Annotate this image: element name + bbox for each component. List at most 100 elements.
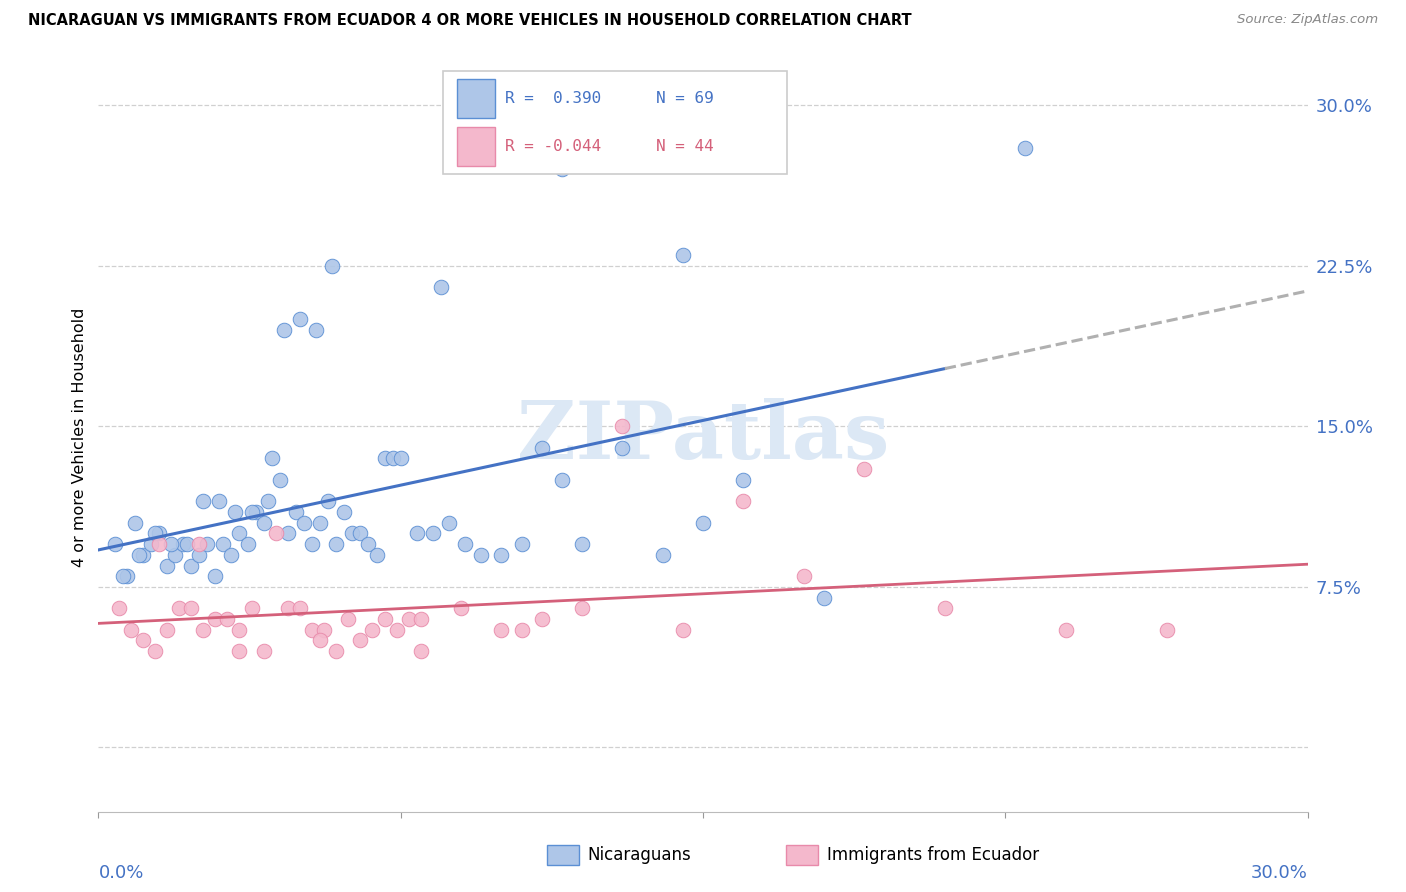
Point [288, 601, 311, 615]
Point [115, 569, 138, 583]
Point [204, 569, 226, 583]
FancyBboxPatch shape [443, 71, 787, 174]
Point [245, 505, 267, 519]
Point [212, 537, 235, 551]
Point [361, 623, 384, 637]
Point [107, 601, 129, 615]
Point [193, 623, 215, 637]
Point [172, 537, 194, 551]
Point [389, 451, 412, 466]
Point [143, 644, 166, 658]
Point [321, 259, 343, 273]
Point [385, 623, 408, 637]
Point [309, 633, 332, 648]
Point [510, 537, 533, 551]
Point [188, 548, 211, 562]
Point [217, 612, 239, 626]
Point [240, 601, 263, 615]
Point [160, 537, 183, 551]
Point [277, 526, 299, 541]
Point [228, 526, 250, 541]
Text: NICARAGUAN VS IMMIGRANTS FROM ECUADOR 4 OR MORE VEHICLES IN HOUSEHOLD CORRELATIO: NICARAGUAN VS IMMIGRANTS FROM ECUADOR 4 … [28, 13, 911, 29]
Point [551, 162, 574, 177]
Text: 0.0%: 0.0% [98, 864, 143, 882]
Point [651, 548, 673, 562]
Point [163, 548, 186, 562]
Point [120, 623, 142, 637]
Point [374, 451, 396, 466]
Text: 30.0%: 30.0% [1251, 864, 1308, 882]
Point [292, 516, 315, 530]
Point [132, 633, 155, 648]
Point [366, 548, 388, 562]
Point [793, 569, 815, 583]
Point [132, 548, 155, 562]
Point [612, 441, 634, 455]
Text: R = -0.044: R = -0.044 [505, 139, 602, 153]
Point [853, 462, 876, 476]
Point [733, 473, 755, 487]
Point [454, 537, 477, 551]
Point [316, 494, 339, 508]
Point [530, 612, 553, 626]
Point [139, 537, 162, 551]
Point [491, 623, 513, 637]
Y-axis label: 4 or more Vehicles in Household: 4 or more Vehicles in Household [72, 308, 87, 566]
Point [409, 644, 432, 658]
Point [325, 644, 347, 658]
Point [228, 623, 250, 637]
Point [208, 494, 231, 508]
FancyBboxPatch shape [786, 845, 818, 864]
Point [612, 419, 634, 434]
Point [253, 644, 276, 658]
Point [374, 612, 396, 626]
Point [264, 526, 287, 541]
Point [409, 612, 432, 626]
Point [124, 516, 146, 530]
Point [176, 537, 198, 551]
Point [273, 323, 295, 337]
Point [111, 569, 134, 583]
Point [148, 526, 170, 541]
Point [357, 537, 380, 551]
Text: N = 69: N = 69 [657, 90, 714, 105]
Point [195, 537, 218, 551]
Point [221, 548, 243, 562]
Point [284, 505, 307, 519]
Text: R =  0.390: R = 0.390 [505, 90, 602, 105]
Point [510, 623, 533, 637]
Point [571, 537, 593, 551]
Point [314, 623, 336, 637]
Point [450, 601, 472, 615]
FancyBboxPatch shape [547, 845, 579, 864]
Point [422, 526, 444, 541]
Point [1054, 623, 1077, 637]
Point [470, 548, 492, 562]
Point [437, 516, 460, 530]
Point [398, 612, 420, 626]
Point [1014, 141, 1036, 155]
Point [180, 558, 202, 573]
Point [188, 537, 211, 551]
Point [571, 601, 593, 615]
Point [260, 451, 283, 466]
Point [430, 280, 453, 294]
Point [309, 516, 332, 530]
Text: Immigrants from Ecuador: Immigrants from Ecuador [827, 846, 1039, 863]
Point [305, 323, 328, 337]
Point [269, 473, 291, 487]
Point [301, 537, 323, 551]
Point [349, 633, 371, 648]
Point [277, 601, 299, 615]
Point [180, 601, 202, 615]
Point [224, 505, 246, 519]
Point [128, 548, 150, 562]
Text: N = 44: N = 44 [657, 139, 714, 153]
Text: Source: ZipAtlas.com: Source: ZipAtlas.com [1237, 13, 1378, 27]
Point [530, 441, 553, 455]
Point [813, 591, 835, 605]
FancyBboxPatch shape [457, 78, 495, 118]
Point [204, 612, 226, 626]
Point [349, 526, 371, 541]
Text: Nicaraguans: Nicaraguans [588, 846, 692, 863]
